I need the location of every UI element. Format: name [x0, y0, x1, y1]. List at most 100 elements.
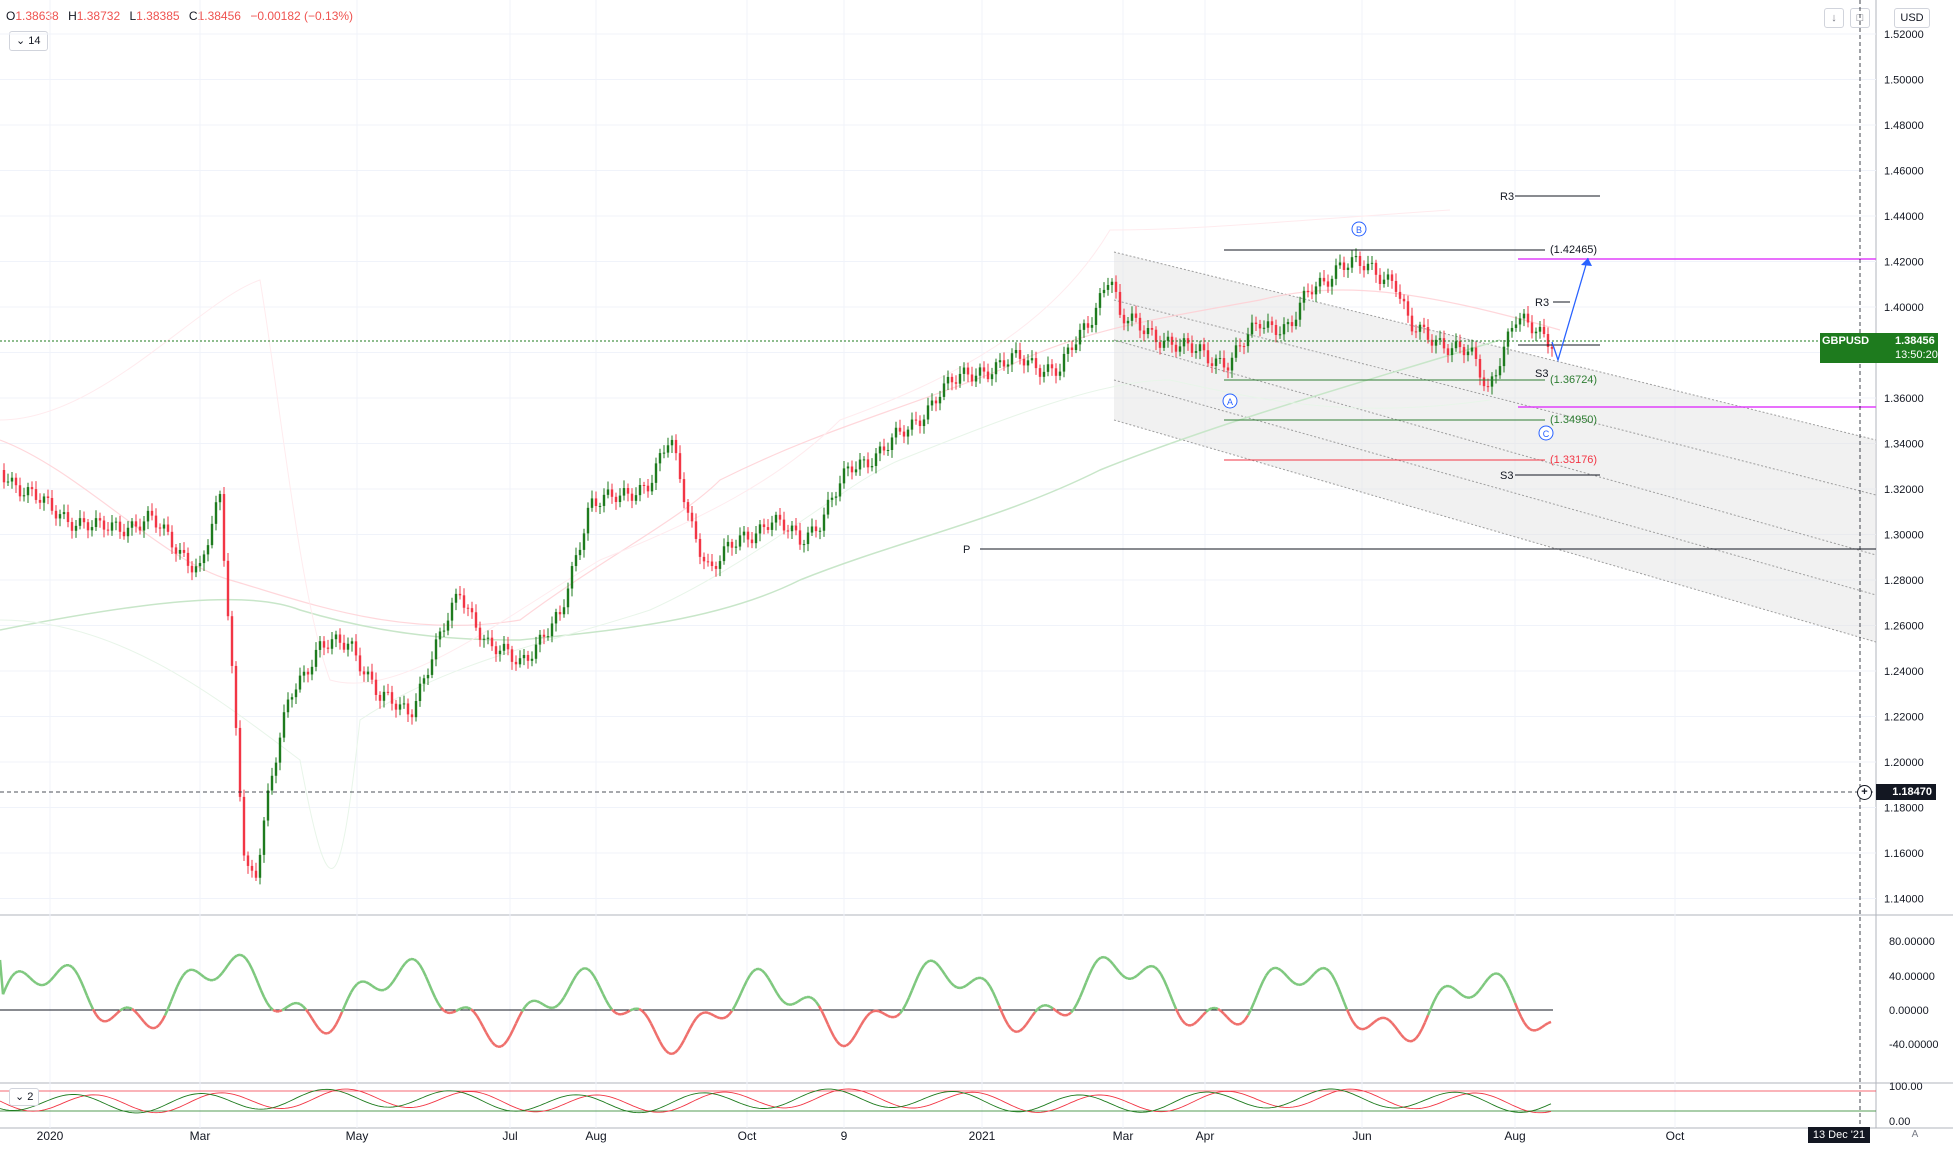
price-axis[interactable]: 1.52000 1.50000 1.48000 1.46000 1.44000 1.420… [1884, 29, 1924, 906]
candle-body [522, 654, 526, 659]
candle-body [1302, 290, 1306, 303]
oscillator-segment [76, 974, 83, 982]
oscillator-segment [262, 996, 269, 1004]
oscillator-segment [307, 1013, 314, 1020]
oscillator-segment [614, 1011, 619, 1016]
candle-body [1202, 344, 1206, 351]
oscillator-segment [194, 969, 199, 974]
scroll-to-realtime-icon[interactable]: ↓ [1824, 8, 1844, 28]
oscillator-segment [823, 1017, 830, 1025]
candle-body [218, 494, 222, 503]
oscillator-segment [365, 980, 370, 985]
candle-body [1030, 358, 1034, 361]
oscillator-segment [701, 1011, 706, 1015]
candle-body [370, 671, 374, 680]
oscillator-segment [1289, 978, 1294, 984]
oscillator-segment [595, 980, 602, 989]
wave-a-marker[interactable] [1222, 393, 1238, 409]
pitchfork-channel[interactable] [1114, 252, 1876, 642]
candle-body [1114, 281, 1118, 292]
channel-mid-upper-line[interactable] [1113, 299, 1877, 496]
oscillator-segment [968, 980, 973, 985]
oscillator-segment [191, 968, 196, 972]
candle-body [770, 522, 774, 530]
candle-body [470, 608, 474, 613]
oscillator-segment [68, 964, 73, 968]
candle-body [1158, 342, 1162, 348]
oscillator-segment [565, 985, 572, 993]
candle-body [22, 495, 26, 497]
oscillator-segment [494, 1044, 499, 1048]
oscillator-segment [320, 1029, 325, 1035]
wave-b-marker[interactable] [1351, 221, 1367, 237]
candle-body [130, 521, 134, 528]
candle-body [898, 427, 902, 432]
oscillator-segment [1448, 984, 1453, 989]
oscillator-segment [400, 962, 407, 969]
legend-toggle-button[interactable]: ⌄ 14 [9, 31, 48, 51]
oscillator-segment [682, 1033, 689, 1041]
candle-body [946, 376, 950, 384]
indicator-legend-toggle[interactable]: ⌄ 2 [9, 1088, 40, 1106]
currency-select[interactable]: USD [1894, 8, 1930, 28]
plus-circle-icon[interactable]: + [1857, 785, 1872, 800]
oscillator-segment [44, 981, 49, 986]
oscillator-segment [82, 987, 89, 997]
oscillator-segment [304, 1008, 311, 1015]
oscillator-segment [761, 969, 766, 975]
oscillator-segment [814, 1000, 821, 1007]
candle-body [998, 360, 1002, 363]
candle-body [718, 561, 722, 569]
oscillator-segment [980, 976, 985, 981]
time-axis[interactable]: 2020 Mar May Jul Aug Oct 9 2021 Mar Apr Jun Aug Oct [37, 1129, 1685, 1143]
candle-body [1422, 324, 1426, 328]
oscillator-segment [1412, 1037, 1417, 1042]
channel-lower-line[interactable] [1113, 419, 1877, 643]
candle-body [238, 727, 242, 797]
candlestick-series[interactable] [2, 248, 1554, 885]
candle-body [154, 515, 158, 528]
candle-body [982, 367, 986, 372]
candle-body [1530, 322, 1534, 334]
oscillator-segment [278, 1009, 283, 1013]
stochastic-axis[interactable]: 100.00 0.00 [1889, 1081, 1923, 1128]
oscillator-series[interactable] [0, 953, 1552, 1056]
oscillator-segment [1420, 1021, 1427, 1030]
price-tick-label: 1.32000 [1884, 484, 1924, 496]
candle-body [510, 649, 514, 662]
channel-upper-line[interactable] [1113, 251, 1877, 441]
fullscreen-icon[interactable]: □ [1850, 8, 1870, 28]
bollinger-upper-band[interactable] [0, 209, 1451, 684]
oscillator-segment [1277, 967, 1282, 972]
oscillator-segment [1355, 1024, 1360, 1030]
oscillator-segment [836, 1040, 841, 1046]
moving-average-200[interactable] [0, 339, 1501, 641]
candle-body [1398, 291, 1402, 299]
price-tick-label: 1.48000 [1884, 120, 1924, 132]
oscillator-segment [632, 1007, 637, 1011]
stochastic-series[interactable] [0, 1088, 1552, 1114]
candle-body [170, 531, 174, 548]
candle-body [406, 703, 410, 715]
candle-body [70, 522, 74, 531]
candle-body [298, 675, 302, 690]
oscillator-segment [73, 969, 80, 976]
oscillator-segment [785, 1002, 790, 1006]
moving-average-50[interactable] [0, 289, 1561, 626]
oscillator-segment [166, 1000, 173, 1010]
auto-scale-button[interactable]: A [1911, 1129, 1919, 1140]
oscillator-segment [1037, 1005, 1042, 1010]
candle-body [450, 602, 454, 621]
oscillator-segment [7, 975, 14, 982]
projection-arrow[interactable] [1551, 257, 1589, 363]
bollinger-lower-band[interactable] [0, 379, 1491, 869]
oscillator-segment [206, 977, 211, 982]
candle-body [1434, 339, 1438, 346]
wave-c-marker[interactable] [1538, 425, 1554, 441]
oscillator-segment [1463, 995, 1468, 999]
candle-body [1250, 322, 1254, 335]
oscillator-segment [517, 1010, 524, 1018]
oscillator-axis[interactable]: 80.00000 40.00000 0.00000 -40.00000 [1889, 936, 1939, 1051]
oscillator-segment [916, 969, 923, 977]
